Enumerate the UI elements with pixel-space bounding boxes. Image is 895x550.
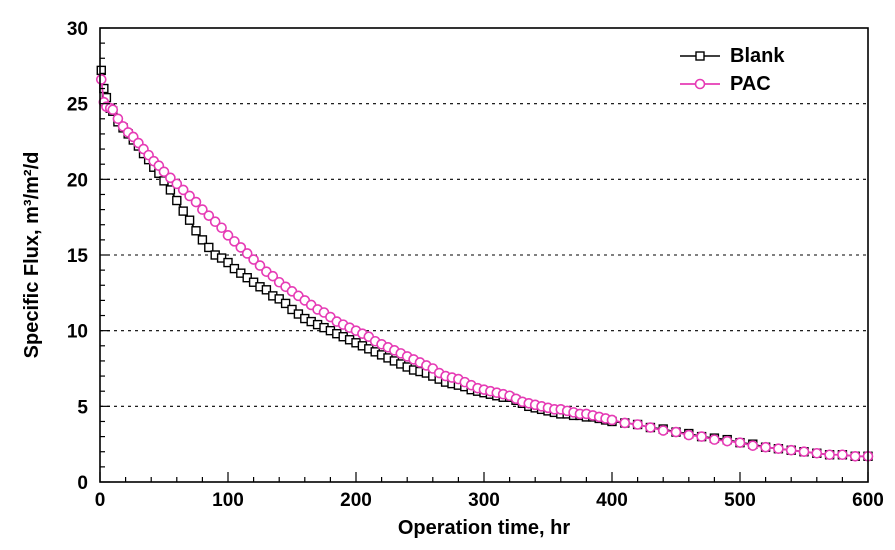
marker — [646, 423, 655, 432]
marker — [825, 450, 834, 459]
marker — [659, 426, 668, 435]
ytick-label: 10 — [67, 322, 88, 343]
marker — [800, 447, 809, 456]
marker — [205, 243, 213, 251]
marker — [192, 198, 201, 207]
ytick-label: 25 — [67, 95, 89, 116]
marker — [851, 452, 860, 461]
ytick-label: 20 — [67, 170, 88, 191]
marker — [787, 446, 796, 455]
marker — [620, 418, 629, 427]
marker — [684, 431, 693, 440]
marker — [173, 197, 181, 205]
marker — [97, 75, 106, 84]
marker — [812, 449, 821, 458]
xtick-label: 500 — [724, 490, 756, 511]
marker — [774, 444, 783, 453]
ytick-label: 15 — [67, 246, 89, 267]
ytick-label: 5 — [77, 397, 88, 418]
marker — [633, 420, 642, 429]
marker — [838, 450, 847, 459]
xtick-label: 200 — [340, 490, 372, 511]
marker — [672, 428, 681, 437]
marker — [697, 432, 706, 441]
legend-label-pac: PAC — [730, 73, 771, 95]
y-axis-label: Specific Flux, m³/m²/d — [21, 152, 43, 359]
marker — [761, 443, 770, 452]
xtick-label: 600 — [852, 490, 884, 511]
ytick-label: 30 — [67, 19, 88, 40]
xtick-label: 400 — [596, 490, 628, 511]
x-axis-label: Operation time, hr — [398, 517, 570, 539]
marker — [217, 223, 226, 232]
marker — [198, 236, 206, 244]
legend-marker-blank — [696, 52, 704, 60]
marker — [748, 441, 757, 450]
ytick-label: 0 — [77, 473, 88, 494]
xtick-label: 0 — [95, 490, 106, 511]
xtick-label: 300 — [468, 490, 500, 511]
legend-marker-pac — [696, 80, 705, 89]
marker — [108, 105, 117, 114]
marker — [608, 415, 617, 424]
marker — [723, 437, 732, 446]
marker — [710, 435, 719, 444]
marker — [736, 438, 745, 447]
marker — [186, 216, 194, 224]
legend-label-blank: Blank — [730, 45, 785, 67]
chart-svg: 0 100 200 300 400 500 600 0 5 10 15 20 25 30 Operation… — [0, 0, 895, 550]
xtick-label: 100 — [212, 490, 244, 511]
marker — [192, 227, 200, 235]
flux-chart: 0 100 200 300 400 500 600 0 5 10 15 20 25 30 Operation… — [0, 0, 895, 550]
marker — [179, 207, 187, 215]
